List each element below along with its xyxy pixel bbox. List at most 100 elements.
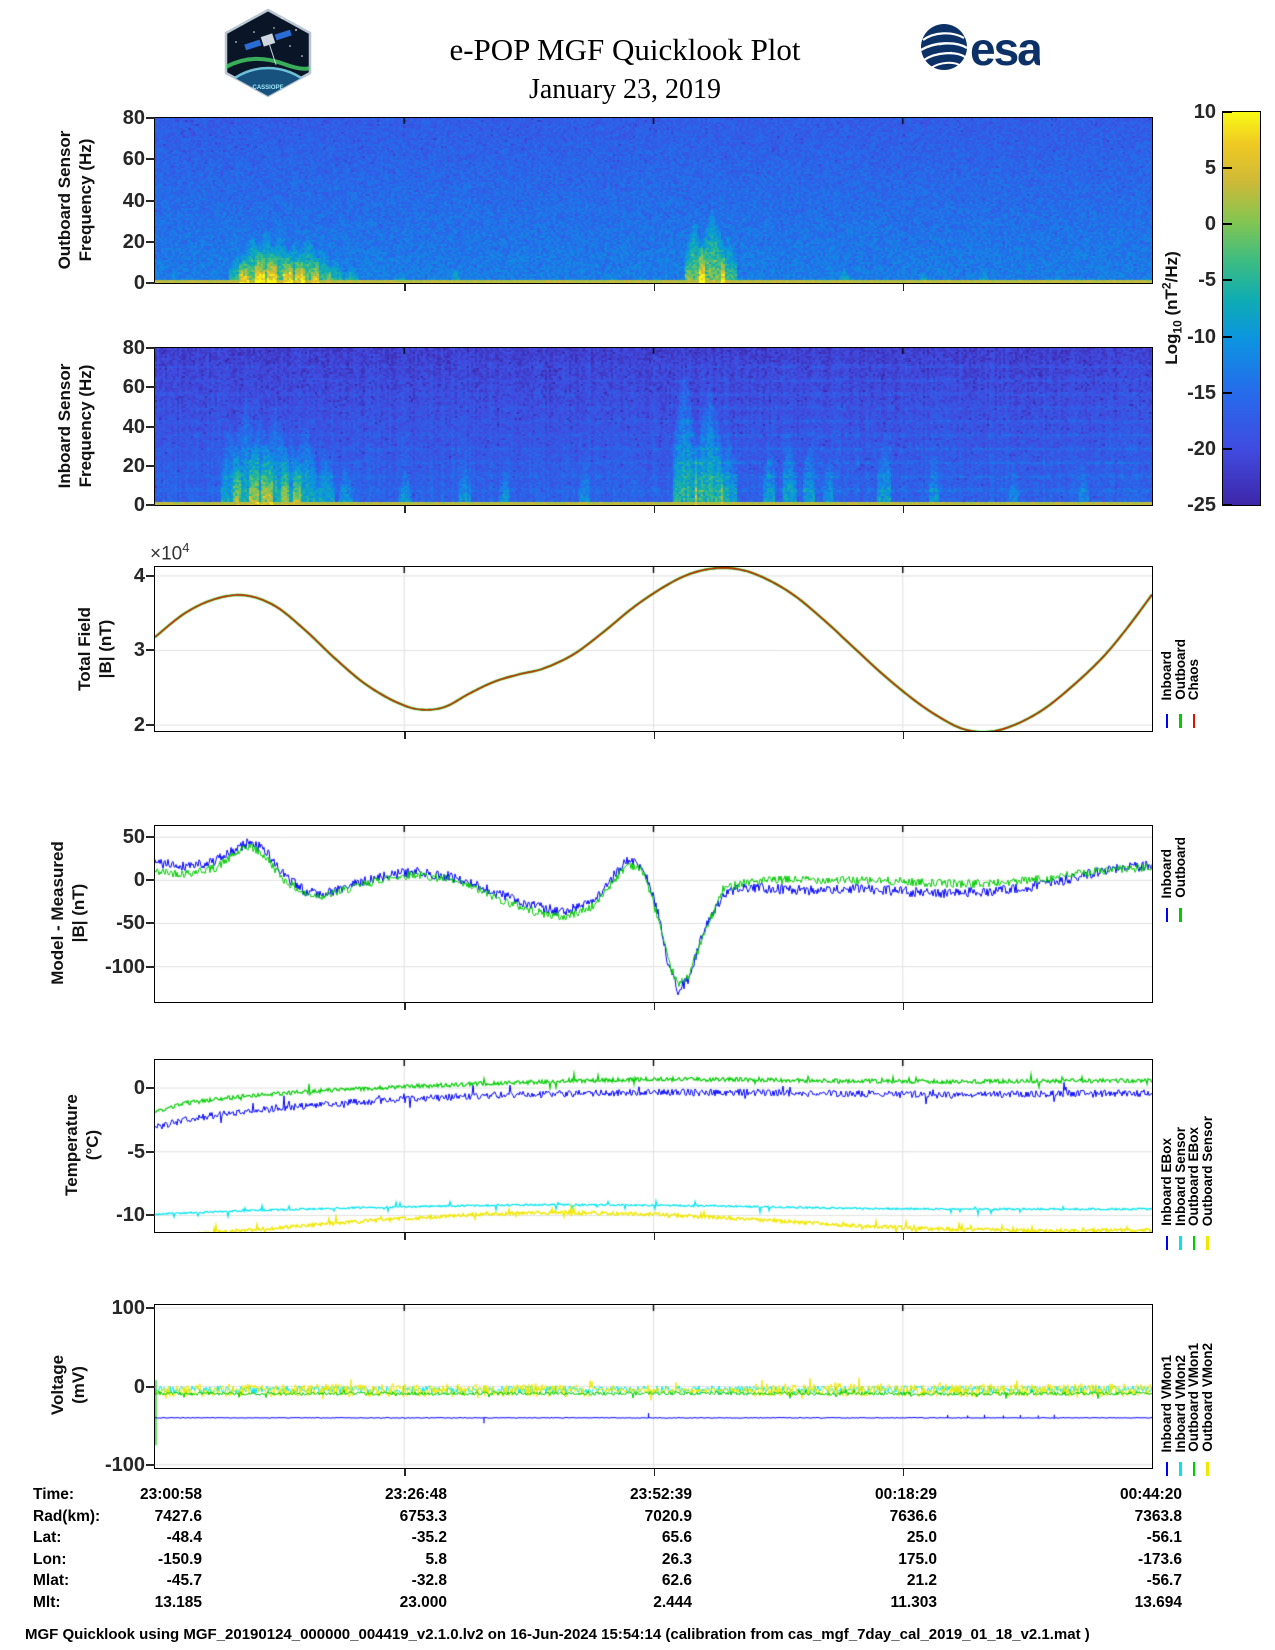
mission-patch-icon: CASSIOPE [224,8,312,98]
colorbar-tick-label: 5 [1204,157,1216,180]
y-tick-mark [146,1385,155,1388]
table-cell: 11.303 [890,1593,937,1611]
legend-swatch [1165,1462,1168,1476]
y-tick-label: -100 [104,955,145,978]
table-cell: 21.2 [906,1572,937,1589]
table-row-label: Rad(km): [33,1507,101,1525]
table-cell: 175.0 [898,1550,937,1568]
esa-text: esa [970,23,1040,75]
colorbar-tick-label: 0 [1204,213,1216,236]
y-tick-label: -50 [116,912,145,935]
table-row-label: Lat: [33,1529,62,1546]
x-tick-mark [404,732,406,739]
legend-swatch [1192,1462,1195,1476]
y-tick-label: 60 [122,376,145,399]
x-tick-mark [404,1003,406,1010]
y-tick-label: -10 [116,1204,145,1227]
y-tick-label: -5 [127,1140,145,1163]
table-row-label: Mlat: [33,1572,70,1589]
legend-label: Inboard [1159,650,1174,701]
voltage-panel [154,1304,1153,1469]
table-cell: 7363.8 [1134,1507,1182,1525]
y-tick-label: 0 [133,494,145,516]
colorbar-tick-label: 10 [1193,101,1216,123]
outboard-spectrogram-canvas [155,118,1152,283]
table-cell: 23:26:48 [384,1486,447,1503]
table-cell: 23.000 [399,1593,447,1611]
legend-labels: Inboard EBox Inboard Sensor Outboard EBox O… [1159,1056,1215,1226]
colorbar-tick-mark [1223,223,1232,226]
x-tick-mark [404,1233,406,1240]
page-title: e-POP MGF Quicklook Plot [449,32,801,67]
table-cell: -56.1 [1146,1529,1182,1546]
table-row-label: Time: [33,1486,75,1503]
legend-swatches [1160,1462,1214,1476]
y-tick-mark [146,1307,155,1310]
colorbar-tick-mark [1223,447,1232,450]
legend-label: Outboard EBox [1186,1126,1201,1226]
colorbar [1222,111,1261,506]
legend-swatch [1179,908,1182,922]
legend-swatch [1206,1236,1209,1250]
y-tick-label: 50 [122,826,145,849]
legend-label: Inboard [1159,848,1174,899]
legend-label: Chaos [1186,658,1201,700]
x-tick-mark [653,506,655,513]
table-cell: -150.9 [158,1550,202,1568]
colorbar-tick-label: -10 [1187,325,1216,348]
table-cell: 7427.6 [154,1507,202,1525]
y-tick-mark [146,1214,155,1217]
x-tick-mark [902,1003,905,1010]
page-date: January 23, 2019 [528,74,722,105]
y-tick-mark [146,386,155,389]
table-cell: 6753.3 [399,1507,447,1525]
total-field-panel [154,566,1153,732]
y-tick-label: 40 [122,189,145,212]
y-tick-label: 100 [111,1297,145,1320]
x-tick-mark [404,506,406,513]
cassiope-mission-patch: CASSIOPE [222,8,314,98]
inboard-spectrogram-panel [154,347,1153,506]
y-tick-mark [146,282,155,284]
y-tick-label: 80 [122,337,145,359]
legend-swatches [1160,908,1187,922]
temperature-panel [154,1059,1153,1233]
legend-labels: Inboard VMon1 Inboard VMon2 Outboard VMon1… [1159,1282,1215,1452]
y-tick-label: 0 [133,1077,145,1100]
legend-swatch [1206,1462,1209,1476]
x-tick-mark [902,1469,905,1476]
y-tick-label: 3 [133,639,145,662]
table-cell: -48.4 [166,1529,202,1546]
colorbar-tick-mark [1223,391,1232,394]
y-axis-exponent: ×104 [150,540,190,565]
x-tick-mark [653,1003,655,1010]
table-cell: -32.8 [411,1572,447,1589]
y-tick-mark [146,574,155,577]
table-cell: 13.694 [1134,1593,1182,1611]
y-tick-mark [146,240,155,243]
x-tick-mark [653,732,655,739]
colorbar-tick-mark [1223,335,1232,338]
table-cell: 23:52:39 [629,1486,692,1503]
legend-label: Inboard Sensor [1172,1126,1188,1226]
legend-label: Outboard VMon1 [1186,1343,1201,1452]
y-tick-mark [146,649,155,652]
colorbar-label: Log10 (nT2/Hz) [1159,251,1185,365]
y-tick-mark [146,724,155,727]
table-cell: -56.7 [1146,1572,1182,1589]
legend-labels: Inboard Outboard [1159,728,1188,899]
colorbar-tick-label: -15 [1187,381,1216,404]
outboard-spectrogram-panel [154,117,1153,284]
table-cell: 7020.9 [644,1507,692,1525]
table-cell: -35.2 [411,1529,447,1546]
legend-swatch [1165,1236,1168,1250]
model-measured-panel [154,825,1153,1003]
legend-swatch [1165,714,1168,728]
total-field-canvas [155,567,1152,731]
y-tick-mark [146,1087,155,1090]
y-tick-mark [146,922,155,925]
x-tick-mark [902,506,905,513]
colorbar-tick-mark [1223,167,1232,170]
colorbar-tick-mark [1223,504,1232,506]
